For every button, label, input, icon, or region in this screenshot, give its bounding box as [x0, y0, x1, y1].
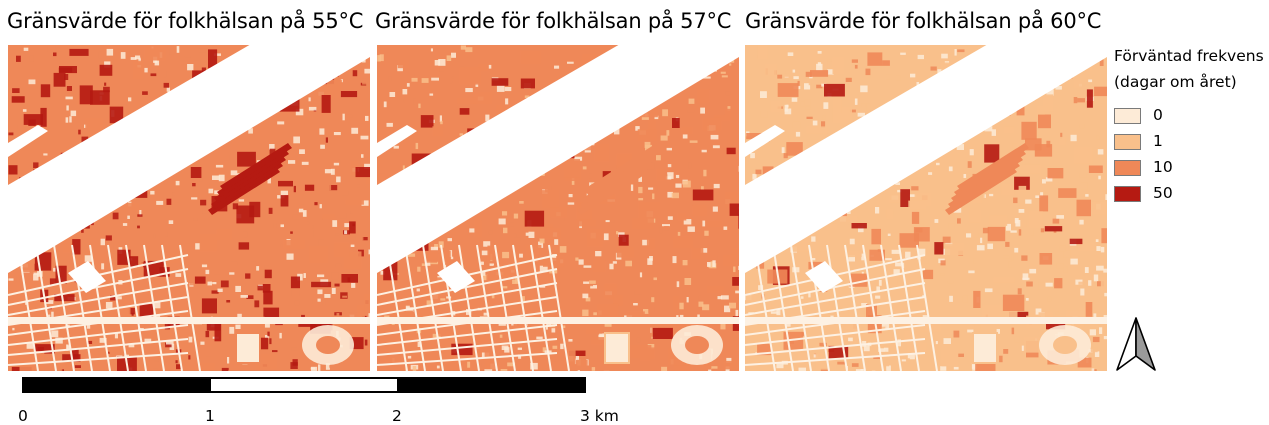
river: [745, 45, 1107, 273]
main-road: [377, 317, 739, 324]
heat-map-57: [377, 45, 739, 371]
river: [377, 45, 739, 273]
main-road: [8, 317, 370, 324]
legend-title-line2: (dagar om året): [1114, 73, 1237, 91]
rail-yard-structures: [208, 143, 292, 215]
street-grid: [377, 244, 739, 371]
stadium-field: [685, 336, 709, 354]
scale-label-1: 1: [205, 407, 215, 425]
scale-bar: [22, 377, 586, 393]
sports-ground: [972, 332, 998, 364]
river-shore: [437, 261, 475, 293]
scale-segment-1: [22, 377, 211, 393]
stadium-field: [316, 336, 340, 354]
river-shore: [805, 261, 843, 293]
panel-title-57: Gränsvärde för folkhälsan på 57°C: [375, 9, 732, 33]
legend-swatch-50: [1114, 186, 1141, 202]
panel-title-60: Gränsvärde för folkhälsan på 60°C: [745, 9, 1102, 33]
north-arrow-icon: [1116, 317, 1156, 371]
legend-label-1: 1: [1153, 132, 1163, 150]
legend-label-10: 10: [1153, 158, 1173, 176]
stadium-field: [1053, 336, 1077, 354]
river-inlet: [8, 125, 48, 157]
legend-label-50: 50: [1153, 184, 1173, 202]
map-panel-57: [377, 45, 739, 371]
rail-yard-structures: [577, 143, 661, 215]
sports-ground: [235, 332, 261, 364]
legend-swatch-1: [1114, 134, 1141, 150]
scale-segment-3: [397, 377, 586, 393]
rail-yard-structures: [945, 143, 1029, 215]
river-inlet: [745, 125, 785, 157]
scale-label-0: 0: [18, 407, 28, 425]
map-panel-60: [745, 45, 1107, 371]
scale-label-2: 2: [392, 407, 402, 425]
heat-map-60: [745, 45, 1107, 371]
main-road: [745, 317, 1107, 324]
river-shore: [68, 261, 106, 293]
legend-label-0: 0: [1153, 106, 1163, 124]
river-inlet: [377, 125, 417, 157]
river: [8, 45, 370, 273]
map-panel-55: [8, 45, 370, 371]
legend-swatch-10: [1114, 160, 1141, 176]
panel-title-55: Gränsvärde för folkhälsan på 55°C: [7, 9, 364, 33]
street-grid: [8, 244, 370, 371]
sports-ground: [604, 332, 630, 364]
legend-title-line1: Förväntad frekvens: [1114, 47, 1264, 65]
heat-map-55: [8, 45, 370, 371]
legend-swatch-0: [1114, 108, 1141, 124]
scale-segment-2: [209, 377, 399, 393]
scale-label-3km: 3 km: [580, 407, 619, 425]
